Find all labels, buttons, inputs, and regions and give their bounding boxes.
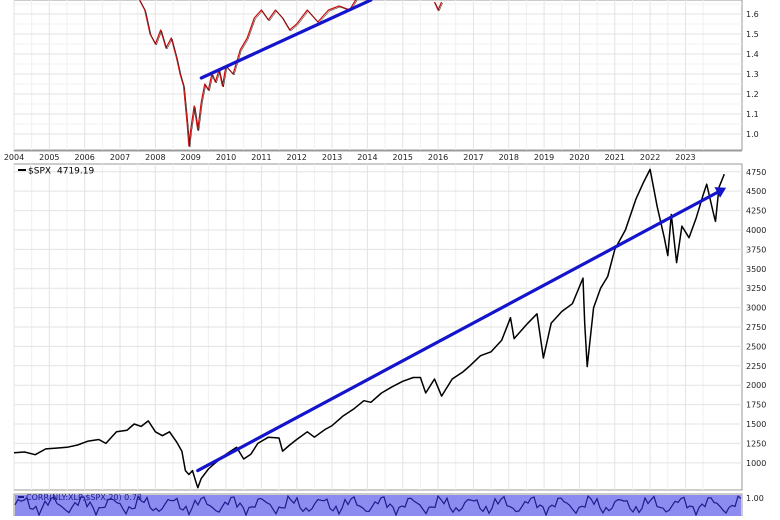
correlation-fill: [15, 495, 741, 516]
x-axis: 2004 2005 2006 2007 2008 2009 2010 2011 2012 2013…: [4, 150, 742, 162]
middle-y-tick-label: 4750: [746, 168, 766, 177]
top-panel: 1.0 1.1 1.2 1.3 1.4 1.5 1.6: [13, 0, 759, 151]
x-tick-label: 2018: [499, 153, 519, 162]
x-tick-label: 2020: [569, 153, 589, 162]
x-tick-label: 2021: [605, 153, 625, 162]
middle-y-tick-label: 3250: [746, 284, 766, 293]
x-tick-label: 2012: [287, 153, 307, 162]
top-y-tick-label: 1.5: [746, 30, 759, 39]
middle-y-tick-label: 4250: [746, 207, 766, 216]
top-trendline: [199, 0, 373, 80]
spx-legend-value: 4719.19: [57, 167, 94, 177]
correlation-series: [14, 494, 742, 517]
middle-y-tick-label: 3500: [746, 265, 766, 274]
middle-panel: 1000 1250 1500 1750 2000 2250 2500 2750 3000 3250…: [13, 163, 766, 491]
middle-y-tick-label: 1250: [746, 439, 766, 448]
top-ratio-shadow: [140, 0, 358, 148]
middle-y-tick-label: 1750: [746, 401, 766, 410]
middle-y-tick-label: 4000: [746, 226, 766, 235]
top-ratio-shadow: [435, 2, 443, 12]
x-tick-label: 2005: [39, 153, 59, 162]
middle-y-tick-label: 1500: [746, 420, 766, 429]
x-tick-label: 2015: [393, 153, 413, 162]
top-y-tick-label: 1.1: [746, 110, 759, 119]
middle-y-ticks: 1000 1250 1500 1750 2000 2250 2500 2750 3000 3250…: [746, 168, 766, 468]
middle-trendline-arrowhead: [714, 187, 727, 198]
middle-y-tick-label: 1000: [746, 459, 766, 468]
x-tick-label: 2006: [74, 153, 94, 162]
x-tick-label: 2011: [251, 153, 271, 162]
x-tick-label: 2014: [357, 153, 377, 162]
top-ratio-line: [138, 0, 357, 147]
top-ratio-line: [433, 1, 443, 11]
correlation-line: [14, 494, 742, 517]
top-y-tick-label: 1.4: [746, 50, 759, 59]
top-y-tick-label: 1.0: [746, 130, 759, 139]
spx-legend: $SPX 4719.19: [18, 167, 94, 177]
top-series: [138, 0, 443, 148]
top-y-tick-label: 1.6: [746, 10, 759, 19]
middle-series: [13, 168, 725, 489]
middle-grid: [13, 164, 742, 490]
middle-y-tick-label: 2750: [746, 323, 766, 332]
x-tick-label: 2023: [675, 153, 695, 162]
bottom-panel: CORR(NLY:XLP,$SPX,20) 0.73 1.00: [13, 493, 764, 517]
middle-trendline: [196, 187, 727, 473]
bottom-y-tick: 1.00: [746, 494, 764, 503]
x-tick-label: 2010: [216, 153, 236, 162]
x-tick-label: 2013: [322, 153, 342, 162]
middle-y-tick-label: 2250: [746, 362, 766, 371]
spx-price-line: [13, 168, 725, 489]
x-tick-label: 2004: [4, 153, 24, 162]
top-y-tick-label: 1.2: [746, 90, 759, 99]
middle-y-tick-label: 4500: [746, 187, 766, 196]
corr-legend-text: CORR(NLY:XLP,$SPX,20) 0.73: [26, 493, 142, 502]
x-tick-label: 2007: [110, 153, 130, 162]
middle-y-tick-label: 2500: [746, 342, 766, 351]
spx-legend-symbol: $SPX: [28, 167, 51, 177]
top-grid: [13, 0, 742, 150]
middle-trendline-line: [196, 188, 725, 473]
corr-legend: CORR(NLY:XLP,$SPX,20) 0.73: [18, 493, 142, 502]
middle-y-tick-label: 3750: [746, 245, 766, 254]
middle-y-tick-label: 3000: [746, 304, 766, 313]
top-trendline-line: [199, 0, 373, 80]
middle-y-tick-label: 2000: [746, 381, 766, 390]
top-y-ticks: 1.0 1.1 1.2 1.3 1.4 1.5 1.6: [746, 10, 759, 139]
x-tick-label: 2016: [428, 153, 448, 162]
x-tick-label: 2022: [640, 153, 660, 162]
x-tick-label: 2017: [463, 153, 483, 162]
x-tick-label: 2019: [534, 153, 554, 162]
x-tick-label: 2009: [181, 153, 201, 162]
top-panel-frame: [13, 0, 743, 151]
top-y-tick-label: 1.3: [746, 70, 759, 79]
x-tick-label: 2008: [145, 153, 165, 162]
